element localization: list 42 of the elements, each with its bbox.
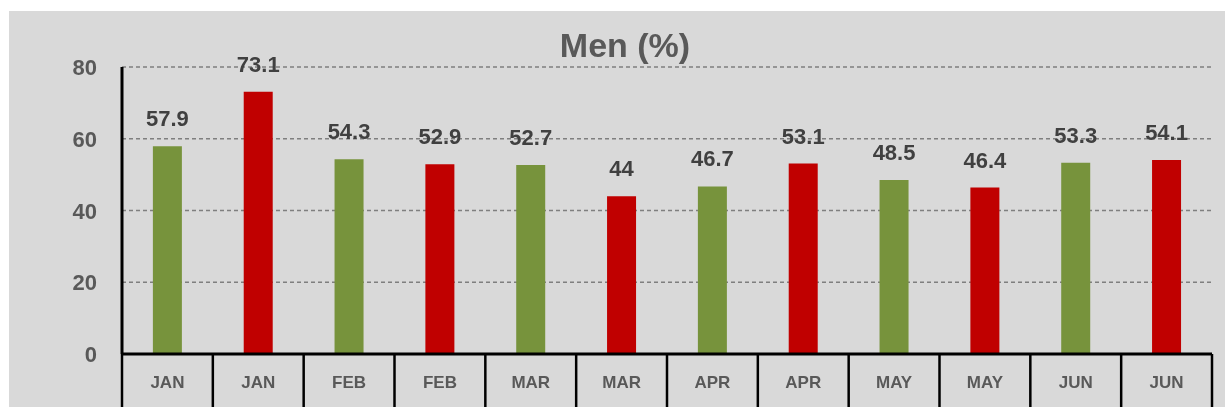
x-tick-label: MAR bbox=[511, 373, 551, 392]
data-label: 46.7 bbox=[690, 146, 734, 172]
bar bbox=[152, 146, 182, 354]
x-tick-label: JUN bbox=[1149, 373, 1184, 392]
y-tick-label: 80 bbox=[72, 55, 97, 80]
y-tick-label: 40 bbox=[72, 198, 97, 224]
data-label: 54.3 bbox=[327, 119, 371, 145]
data-label: 44 bbox=[609, 156, 635, 182]
bar bbox=[425, 164, 455, 354]
x-tick-label: MAY bbox=[875, 373, 913, 392]
bar bbox=[516, 164, 546, 354]
data-label: 54.1 bbox=[1145, 119, 1188, 145]
bar bbox=[879, 180, 909, 354]
y-tick-label: 20 bbox=[72, 270, 97, 296]
data-label: 73.1 bbox=[236, 51, 280, 77]
chart-title: Men (%) bbox=[558, 26, 692, 64]
y-tick-label: 60 bbox=[72, 126, 97, 152]
x-tick-label: APR bbox=[694, 373, 731, 392]
bar bbox=[788, 163, 818, 354]
data-label: 52.9 bbox=[418, 124, 462, 150]
x-tick-label: MAR bbox=[602, 373, 641, 392]
bar bbox=[1152, 159, 1182, 354]
x-tick-label: JAN bbox=[241, 373, 276, 392]
y-tick-label: 0 bbox=[84, 342, 97, 367]
x-tick-label: APR bbox=[785, 373, 822, 392]
bar bbox=[607, 196, 637, 354]
x-tick-label: FEB bbox=[422, 373, 457, 392]
data-label: 53.3 bbox=[1054, 122, 1098, 148]
bar bbox=[1061, 162, 1091, 354]
x-tick-label: FEB bbox=[332, 373, 367, 392]
bar bbox=[243, 91, 273, 354]
data-label: 52.7 bbox=[509, 124, 553, 150]
data-label: 48.5 bbox=[872, 140, 916, 166]
bar bbox=[697, 186, 727, 354]
x-tick-label: JAN bbox=[150, 373, 185, 392]
bar bbox=[334, 159, 364, 354]
data-label: 57.9 bbox=[145, 106, 189, 132]
data-label: 46.4 bbox=[963, 147, 1008, 173]
bar bbox=[970, 187, 1000, 354]
x-tick-label: MAY bbox=[966, 373, 1004, 392]
x-tick-label: JUN bbox=[1058, 373, 1093, 392]
data-label: 53.1 bbox=[781, 123, 825, 149]
